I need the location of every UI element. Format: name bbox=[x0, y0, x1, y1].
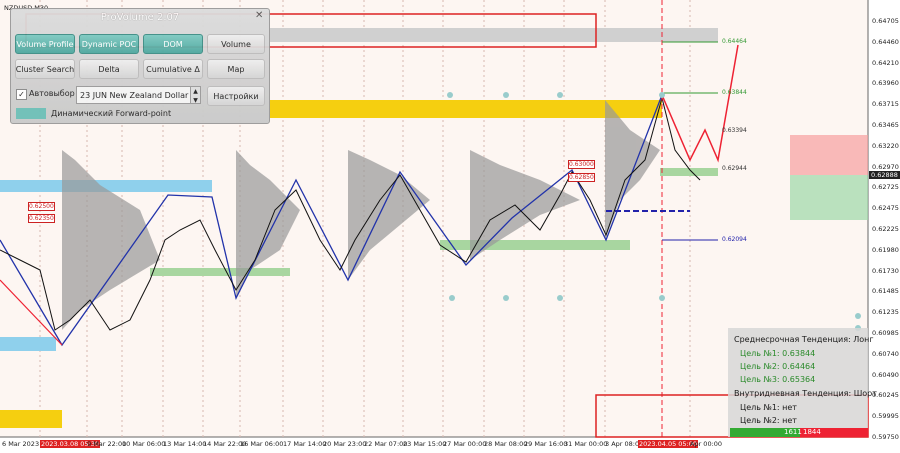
info-target: Цель №3: 0.65364 bbox=[740, 375, 816, 384]
info-target: Цель №1: нет bbox=[740, 403, 797, 412]
price-tick-label: 0.59995 bbox=[872, 412, 899, 421]
button[interactable]: Volume bbox=[207, 34, 265, 54]
price-tick-label: 0.61485 bbox=[872, 287, 899, 296]
toggle[interactable] bbox=[16, 108, 46, 119]
time-tick-label: 29 Mar 16:00 bbox=[524, 440, 568, 448]
instrument-select[interactable]: 23 JUN New Zealand Dollar bbox=[76, 86, 200, 104]
price-tick-label: 0.59750 bbox=[872, 433, 899, 441]
price-tick-label: 0.61235 bbox=[872, 308, 899, 317]
price-tick-label: 0.62725 bbox=[872, 183, 899, 192]
time-tick-label: 20 Mar 23:00 bbox=[323, 440, 367, 448]
zone bbox=[150, 268, 290, 276]
checkbox[interactable]: ✓ bbox=[16, 89, 27, 100]
info-target: Цель №2: нет bbox=[740, 416, 797, 425]
sell-volume: 1844 bbox=[803, 428, 821, 436]
price-tick-label: 0.63715 bbox=[872, 100, 899, 109]
checkbox-label: Автовыбор bbox=[29, 89, 75, 98]
time-tick-label: 9 Mar 22:00 bbox=[87, 440, 127, 448]
price-tick-label: 0.62475 bbox=[872, 204, 899, 213]
info-target: Цель №1: 0.63844 bbox=[740, 349, 816, 358]
time-tick-label: 31 Mar 00:00 bbox=[564, 440, 608, 448]
zone bbox=[790, 135, 868, 175]
price-tick-label: 0.60245 bbox=[872, 391, 899, 400]
zone bbox=[790, 175, 868, 220]
time-tick-label: 6 Mar 2023 bbox=[2, 440, 40, 448]
trend-line bbox=[0, 279, 63, 346]
zone bbox=[0, 337, 56, 351]
price-tick-label: 0.64705 bbox=[872, 17, 899, 25]
level-label: 0.64464 bbox=[722, 38, 747, 45]
buy-volume: 1611 bbox=[784, 428, 802, 436]
time-tick-label: 2023.03.08 05:30 bbox=[40, 440, 101, 448]
button[interactable]: Map bbox=[207, 59, 265, 79]
select-arrow[interactable]: ▲ ▼ bbox=[190, 86, 201, 104]
price-tick-label: 0.60985 bbox=[872, 329, 899, 337]
button[interactable]: DOM bbox=[143, 34, 203, 54]
level-label: 0.62944 bbox=[722, 165, 747, 172]
zone bbox=[270, 28, 718, 42]
price-tick-label: 0.60490 bbox=[872, 370, 899, 379]
level-label: 0.63000 bbox=[568, 160, 595, 169]
button[interactable]: Настройки bbox=[207, 86, 265, 106]
level-label: 0.63844 bbox=[722, 89, 747, 96]
price-line bbox=[0, 96, 701, 331]
button[interactable]: Volume Profile bbox=[15, 34, 75, 54]
time-tick-label: 2023.04.05 05:00 bbox=[638, 440, 699, 448]
zone bbox=[0, 180, 212, 192]
time-tick-label: 28 Mar 08:00 bbox=[484, 440, 528, 448]
price-tick-label: 0.63465 bbox=[872, 121, 899, 129]
zone bbox=[660, 168, 718, 176]
time-tick-label: 27 Mar 00:00 bbox=[443, 440, 487, 448]
pivots bbox=[447, 92, 861, 331]
price-tick-label: 0.62970 bbox=[872, 162, 899, 171]
time-tick-label: 22 Mar 07:00 bbox=[364, 440, 408, 448]
time-tick-label: 13 Mar 14:00 bbox=[163, 440, 207, 448]
level-label: 0.62094 bbox=[722, 236, 747, 243]
info-target: Цель №2: 0.64464 bbox=[740, 362, 816, 371]
time-tick-label: 23 Mar 15:00 bbox=[403, 440, 447, 448]
time-tick-label: 16 Mar 06:00 bbox=[240, 440, 284, 448]
button[interactable]: Cluster Search bbox=[15, 59, 75, 79]
price-tick-label: 0.61730 bbox=[872, 266, 899, 275]
zone bbox=[440, 240, 630, 250]
level-label: 0.63394 bbox=[722, 127, 747, 134]
current-price: 0.62888 bbox=[869, 171, 900, 179]
time-tick-label: 3 Apr 08:00 bbox=[605, 440, 644, 448]
button[interactable]: Delta bbox=[79, 59, 139, 79]
price-tick-label: 0.62225 bbox=[872, 225, 899, 233]
price-axis-bg bbox=[868, 0, 900, 453]
price-tick-label: 0.60740 bbox=[872, 349, 899, 358]
volume-profile bbox=[62, 100, 660, 330]
info-box bbox=[728, 328, 868, 437]
forecast bbox=[661, 44, 739, 163]
level-label: 0.62350 bbox=[28, 214, 55, 223]
level-label: 0.62500 bbox=[28, 202, 55, 211]
zone bbox=[0, 410, 62, 428]
price-tick-label: 0.64460 bbox=[872, 37, 899, 46]
time-tick-label: 17 Mar 14:00 bbox=[283, 440, 327, 448]
button[interactable]: Dynamic POC bbox=[79, 34, 139, 54]
toggle-label: Динамический Forward-point bbox=[51, 109, 172, 118]
time-tick-label: 14 Mar 22:00 bbox=[203, 440, 247, 448]
price-tick-label: 0.61980 bbox=[872, 245, 899, 254]
zone bbox=[270, 100, 662, 118]
price-tick-label: 0.64210 bbox=[872, 58, 899, 67]
button[interactable]: Cumulative Δ bbox=[143, 59, 203, 79]
level-label: 0.62850 bbox=[568, 173, 595, 182]
info-heading: Среднесрочная Тенденция: Лонг bbox=[734, 335, 874, 344]
info-heading: Внутридневная Тенденция: Шорт bbox=[734, 389, 877, 398]
volume-bar bbox=[730, 428, 800, 437]
zigzag bbox=[0, 94, 663, 347]
price-tick-label: 0.63960 bbox=[872, 79, 899, 88]
price-tick-label: 0.63220 bbox=[872, 141, 899, 150]
close-button[interactable]: ✕ bbox=[255, 10, 264, 21]
time-tick-label: Apr 00:00 bbox=[690, 440, 723, 448]
provolume-panel: ProVolume 2.07 ✕ Volume Profile Dynamic … bbox=[10, 8, 270, 124]
panel-title: ProVolume 2.07 bbox=[100, 12, 180, 23]
time-tick-label: 10 Mar 06:00 bbox=[122, 440, 166, 448]
